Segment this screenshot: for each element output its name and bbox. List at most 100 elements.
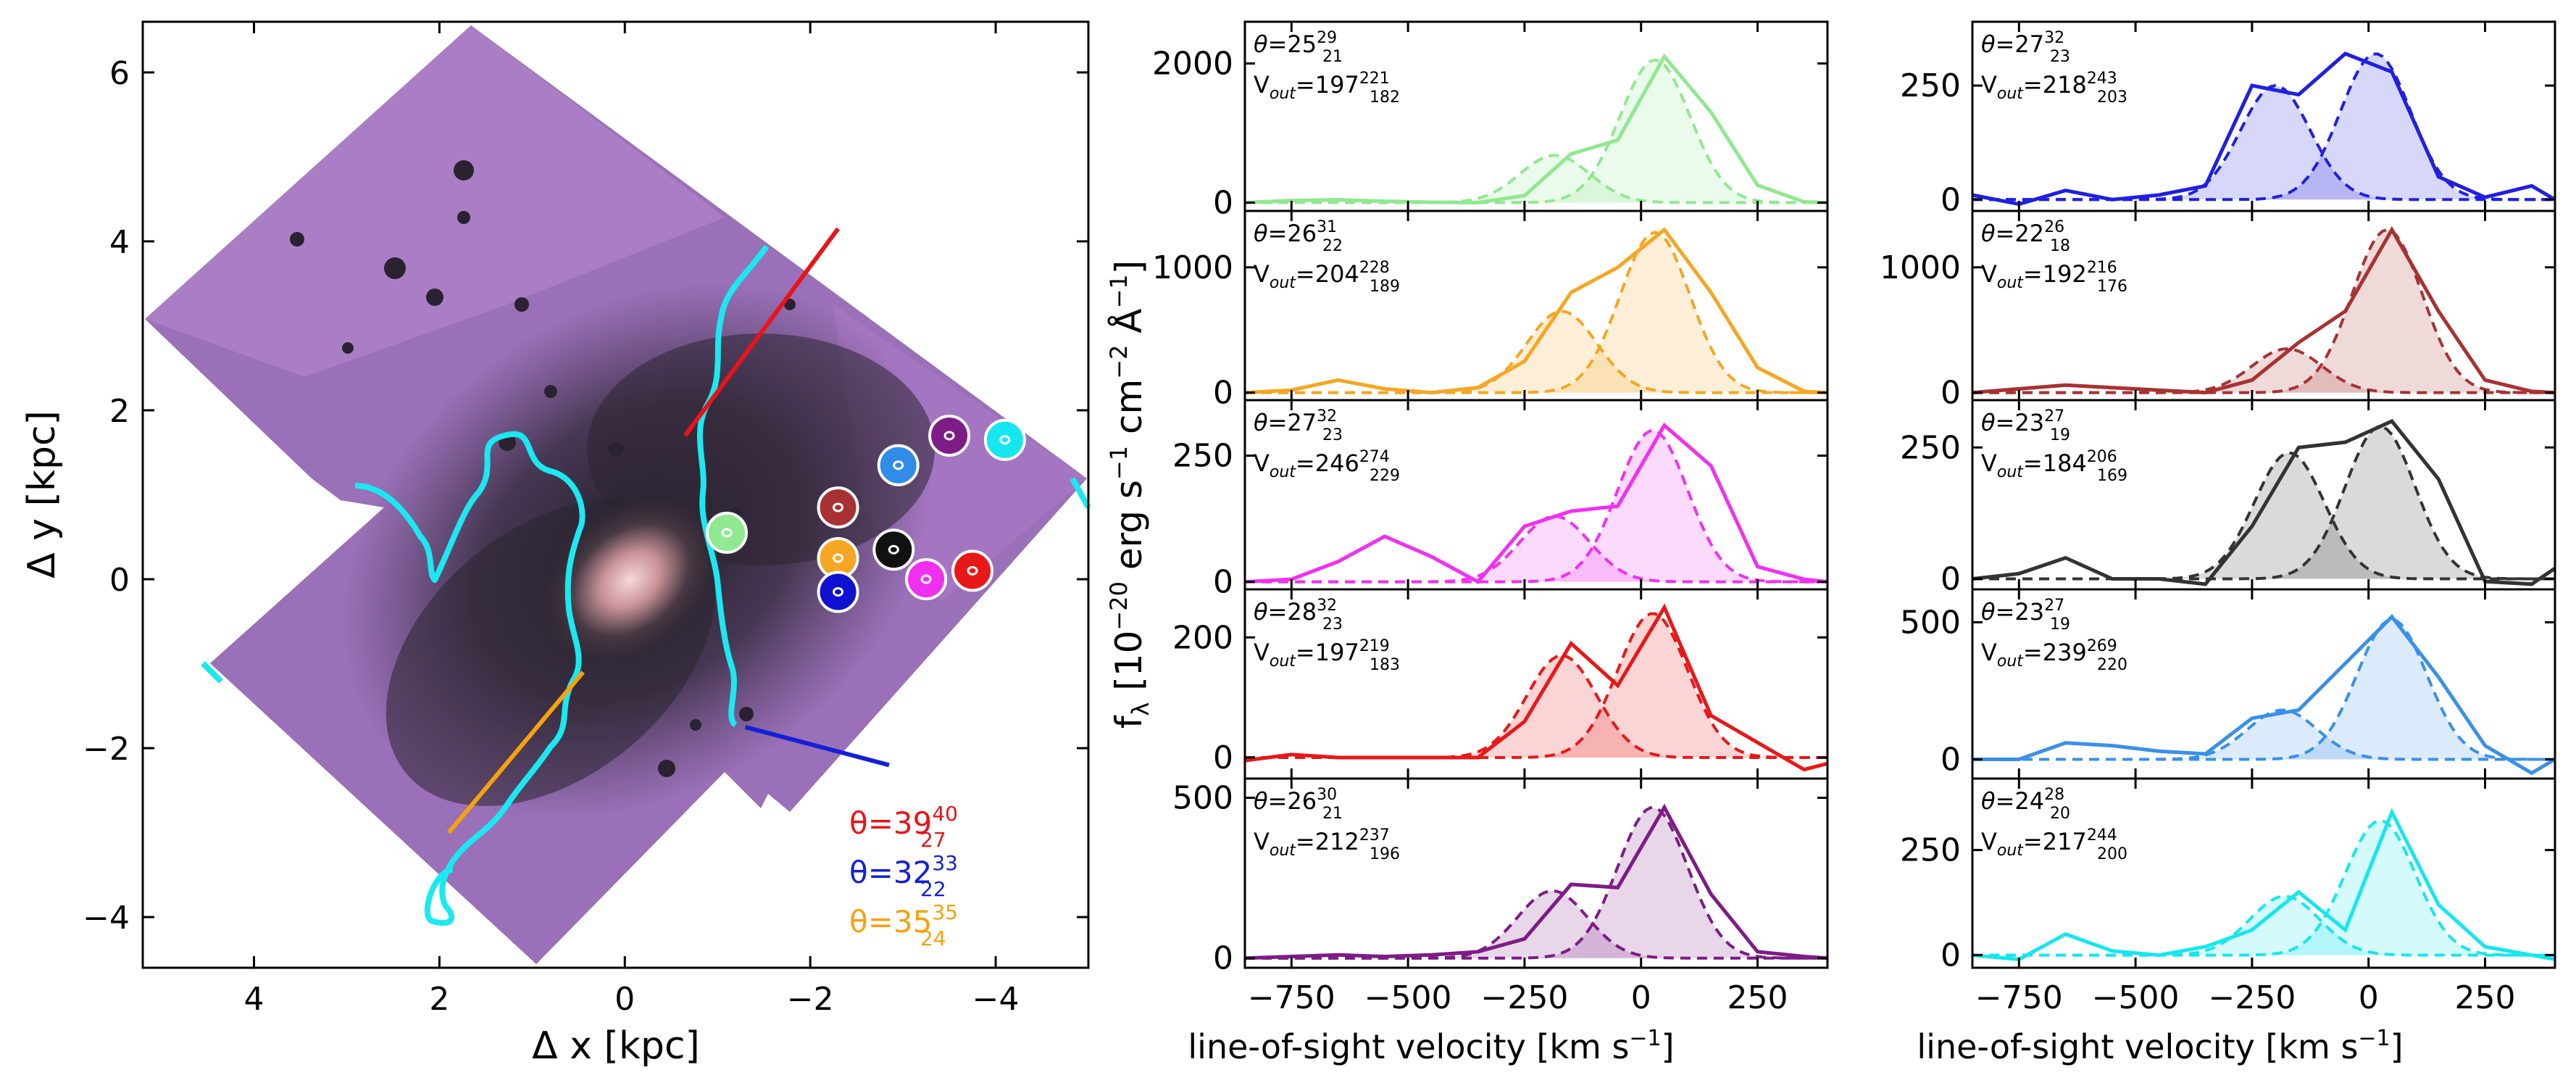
ytick-label: 0 <box>1213 940 1233 977</box>
map-xtick-label: −4 <box>972 981 1020 1018</box>
map-axes: 4 2 0 −2 −4 −4 −2 0 2 4 6 <box>83 22 1088 1018</box>
vout-annotation: Vout=212237 196 <box>1254 826 1400 863</box>
ytick-label: 250 <box>1900 67 1961 104</box>
theta-annotation: θ=2327 19 <box>1981 407 2070 444</box>
gaussian-component-1 <box>1972 451 2555 581</box>
observed-spectrum <box>1972 808 2556 961</box>
ytick-label: 1000 <box>1880 249 1961 286</box>
angle-annotations: θ=3940 27θ=3233 22θ=3535 24 <box>849 802 958 950</box>
theta-annotation: θ=2631 22 <box>1254 218 1343 255</box>
cyan-contours <box>201 244 1091 926</box>
component-fill <box>1245 311 1827 393</box>
component-fill <box>1245 232 1827 393</box>
aperture-marker-navy[interactable] <box>817 571 859 613</box>
ytick-label: 2000 <box>1152 46 1233 83</box>
spectrum-panel-col2-row1: 0 250 θ=2732 23 Vout=218243 203 <box>1900 20 2556 218</box>
vout-annotation: Vout=246274 229 <box>1254 448 1400 485</box>
panel-frame <box>1243 777 1829 969</box>
xtick-label: −250 <box>1480 979 1568 1016</box>
vout-annotation: Vout=192216 176 <box>1981 259 2127 296</box>
ytick-label: 0 <box>1941 742 1961 779</box>
map-xtick-label: 0 <box>614 981 635 1018</box>
aperture-markers <box>706 414 1026 613</box>
ytick-label: 250 <box>1172 438 1233 475</box>
gaussian-component-2 <box>1972 618 2555 761</box>
gaussian-component-2 <box>1245 429 1827 584</box>
aperture-marker-purple[interactable] <box>928 414 971 457</box>
spectra-xlabel-col2: line-of-sight velocity [km s−1] <box>1917 1026 2403 1066</box>
aperture-marker-magenta[interactable] <box>905 558 948 601</box>
observed-spectrum <box>1244 422 1828 584</box>
ytick-label: 250 <box>1900 429 1961 466</box>
panel-frame <box>1971 777 2556 969</box>
observed-spectrum <box>1244 803 1828 961</box>
xtick-label: 250 <box>1727 979 1788 1016</box>
component-fill <box>1245 613 1827 758</box>
outflow-line <box>683 227 840 437</box>
map-ylabel: Δ y [kpc] <box>20 410 64 578</box>
gaussian-component-1 <box>1245 310 1827 394</box>
xtick-label: −500 <box>1364 979 1452 1016</box>
component-fill <box>1972 86 2555 200</box>
gaussian-component-2 <box>1972 819 2555 957</box>
observed-spectrum <box>1244 53 1828 205</box>
component-fill <box>1245 431 1827 582</box>
spectrum-panel-col1-row1: 0 2000 θ=2529 21 Vout=197221 182 <box>1152 20 1829 221</box>
observed-spectrum <box>1972 225 2556 395</box>
aperture-marker-brown[interactable] <box>817 486 859 528</box>
vout-annotation: Vout=218243 203 <box>1981 70 2127 107</box>
aperture-marker-cyan[interactable] <box>983 418 1026 461</box>
component-fill <box>1972 821 2555 955</box>
ytick-label: 0 <box>1213 184 1233 221</box>
xtick-label: −750 <box>1975 979 2063 1016</box>
theta-annotation: θ=2630 21 <box>1254 786 1343 823</box>
theta-annotation: θ=2327 19 <box>1981 597 2070 634</box>
galaxy-core <box>533 486 728 673</box>
ytick-label: 0 <box>1941 375 1961 412</box>
gaussian-component-2 <box>1972 228 2555 394</box>
outflow-line <box>446 671 585 834</box>
map-outer-light <box>145 25 725 377</box>
ytick-label: 0 <box>1941 181 1961 218</box>
map-xtick-label: −2 <box>787 981 834 1018</box>
map-ytick-label: 4 <box>109 224 130 261</box>
gaussian-component-1 <box>1245 154 1827 204</box>
xtick-label: −500 <box>2092 979 2180 1016</box>
map-ytick-label: 0 <box>109 562 130 599</box>
spectrum-panel-col1-row2: 0 1000 θ=2631 22 Vout=204228 189 <box>1152 210 1829 412</box>
component-fill <box>1972 426 2555 579</box>
observed-spectrum <box>1244 227 1828 395</box>
ytick-label: 0 <box>1213 739 1233 776</box>
gaussian-component-2 <box>1245 806 1827 960</box>
map-panel: 4 2 0 −2 −4 −4 −2 0 2 4 6 Δ x [kpc] Δ y [kpc] θ=39… <box>20 20 1091 1068</box>
map-frame <box>141 20 1090 969</box>
theta-annotation: θ=2832 23 <box>1254 597 1343 634</box>
vout-annotation: Vout=239269 220 <box>1981 637 2127 674</box>
aperture-marker-black[interactable] <box>872 528 915 571</box>
aperture-marker-green[interactable] <box>706 511 749 554</box>
ytick-label: 200 <box>1172 619 1233 656</box>
component-fill <box>1972 229 2555 393</box>
aperture-marker-blue[interactable] <box>877 444 920 486</box>
aperture-marker-red[interactable] <box>951 549 994 592</box>
vout-annotation: Vout=204228 189 <box>1254 259 1400 296</box>
xtick-label: −750 <box>1248 979 1335 1016</box>
component-fill <box>1972 619 2555 760</box>
gaussian-component-1 <box>1245 889 1827 960</box>
theta-annotation: θ=2428 20 <box>1981 786 2070 823</box>
gaussian-component-2 <box>1245 231 1827 394</box>
component-fill <box>1245 155 1827 203</box>
xtick-label: −250 <box>2208 979 2296 1016</box>
ytick-label: 0 <box>1213 564 1233 601</box>
spectrum-panel-col1-row3: 0 250 θ=2732 23 Vout=246274 229 <box>1172 399 1829 601</box>
ytick-label: 0 <box>1213 375 1233 412</box>
map-ytick-label: 6 <box>109 55 130 92</box>
vout-annotation: Vout=197219 183 <box>1254 637 1400 674</box>
xtick-label: 0 <box>2359 979 2379 1016</box>
spectra-xlabel-col1: line-of-sight velocity [km s−1] <box>1188 1026 1674 1066</box>
